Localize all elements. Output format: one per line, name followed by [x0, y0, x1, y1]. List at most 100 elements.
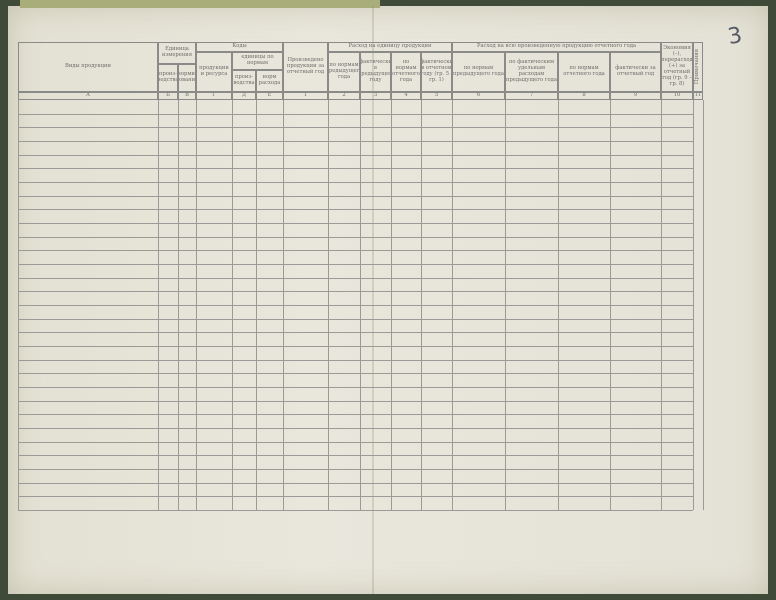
column-number-text: 5 [434, 92, 439, 99]
header-cell-text: по нормам отчетного года [392, 59, 420, 83]
column-number-text: 6 [476, 92, 481, 99]
header-cell: произ-водства [158, 64, 178, 92]
header-cell-text: Виды продукции [65, 63, 111, 70]
column-number-text: 2 [342, 92, 346, 99]
row-line [18, 496, 693, 498]
row-line [18, 482, 693, 484]
row-line [18, 141, 693, 142]
header-cell-text: по нормам отчетного года [563, 65, 605, 77]
column-line [610, 100, 611, 510]
column-number: 11 [693, 92, 703, 100]
header-cell-text: произ-водства [233, 74, 255, 86]
column-line [421, 100, 422, 510]
column-number-text: В [185, 92, 189, 99]
column-line [232, 100, 233, 510]
header-cell: фактически в предыдущем году [360, 52, 391, 92]
row-line [18, 441, 693, 443]
column-number: А [18, 92, 158, 100]
header-cell: по нормам отчетного года [391, 52, 421, 92]
header-cell: фактически в отчетном году (гр. 5 : гр. … [421, 52, 452, 92]
row-line [18, 305, 693, 306]
header-cell: Виды продукции [18, 42, 158, 92]
column-number-text: 7 [529, 92, 534, 99]
column-number: Е [256, 92, 283, 100]
column-line [452, 100, 453, 510]
column-number-text: 8 [582, 92, 586, 99]
header-cell: по нормам отчетного года [558, 52, 610, 92]
header-cell: произ-водства [232, 70, 256, 92]
column-line [196, 100, 197, 510]
row-line [18, 414, 693, 416]
row-line [18, 154, 693, 156]
column-number-text: Г [212, 92, 216, 99]
row-line [18, 182, 693, 183]
column-number-text: 4 [404, 92, 408, 99]
header-cell-text: Расход на всю произведенную продукцию от… [476, 43, 637, 50]
fold [372, 6, 374, 594]
column-number: 10 [661, 92, 693, 100]
header-cell-text: Коды [232, 43, 247, 50]
header-cell: норми-рования [178, 64, 196, 92]
column-number: 5 [421, 92, 452, 100]
column-number: 9 [610, 92, 661, 100]
column-line [391, 100, 392, 510]
column-line [283, 100, 284, 510]
column-number: 7 [505, 92, 558, 100]
header-cell-text: норм расхода [258, 74, 281, 86]
header-cell-text: фактически в отчетном году (гр. 5 : гр. … [421, 59, 452, 83]
column-number-text: Б [166, 92, 170, 99]
column-number-text: 9 [633, 92, 638, 99]
column-number: Г [196, 92, 232, 100]
column-number: 6 [452, 92, 505, 100]
header-cell: Коды [196, 42, 283, 52]
column-line [328, 100, 329, 510]
row-line [18, 359, 693, 361]
paper [8, 6, 768, 594]
row-line [18, 387, 693, 388]
column-line [661, 100, 662, 510]
column-number-text: 3 [373, 92, 378, 99]
header-cell: единицы по нормам [232, 52, 283, 70]
row-line [18, 318, 693, 320]
column-line [158, 100, 159, 510]
header-cell: Расход на единицу продукции [328, 42, 452, 52]
header-cell-text: фактически за отчетный год [615, 65, 656, 77]
column-number-text: 10 [673, 92, 681, 99]
column-number: В [178, 92, 196, 100]
header-cell-text: Расход на единицу продукции [348, 43, 432, 50]
header-cell-text: Единица измерения [162, 46, 192, 58]
header-cell-text: по нормам предыдущего года [453, 65, 504, 77]
header-cell-text: продукции и ресурса [199, 65, 229, 77]
header-cell-text: по нормам предыдущего года [328, 62, 360, 80]
row-line [18, 510, 693, 511]
header-cell: Расход на всю произведенную продукцию от… [452, 42, 661, 52]
header-cell-text: единицы по нормам [241, 54, 274, 66]
row-line [18, 127, 693, 129]
header-cell-text: по фактическим удельным расходам предыду… [506, 59, 557, 83]
header-cell-text: Произведено продукции за отчетный год [286, 57, 325, 75]
row-line [18, 195, 693, 197]
column-line [360, 100, 361, 510]
header-cell: продукции и ресурса [196, 52, 232, 92]
column-line [558, 100, 559, 510]
column-number: 4 [391, 92, 421, 100]
column-number: Д [232, 92, 256, 100]
column-number-text: Е [267, 92, 272, 99]
row-line [18, 332, 693, 334]
header-cell: норм расхода [256, 70, 283, 92]
header-cell: Экономия (–), перерасход (+) за отчетный… [661, 42, 693, 92]
row-line [18, 428, 693, 429]
column-line [693, 100, 694, 510]
column-number-text: 11 [694, 92, 702, 99]
row-line [18, 250, 693, 252]
column-number: 8 [558, 92, 610, 100]
header-cell-text: норми-рования [178, 71, 196, 83]
header-cell-text: Примечания [694, 49, 701, 85]
row-line [18, 168, 693, 170]
column-number-text: 1 [303, 92, 308, 99]
column-line [505, 100, 506, 510]
row-line [18, 264, 693, 265]
row-line [18, 373, 693, 375]
row-line [18, 455, 693, 457]
